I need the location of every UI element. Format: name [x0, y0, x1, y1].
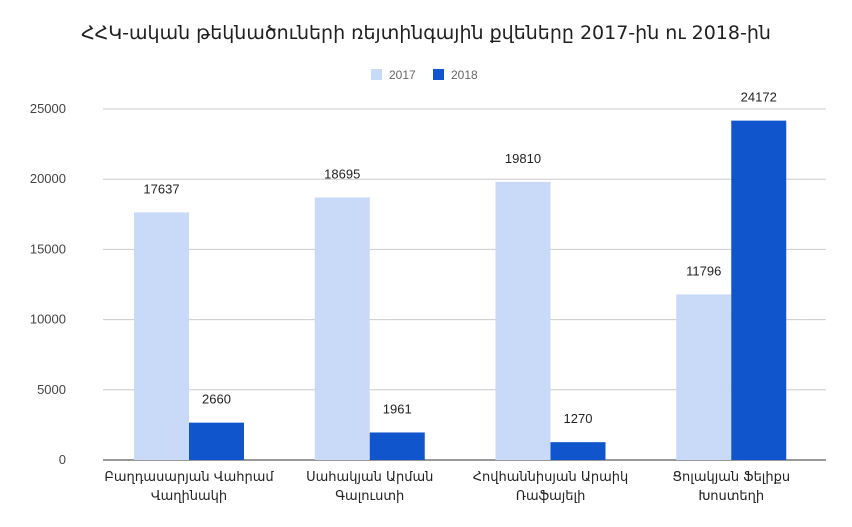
data-label: 2660 — [202, 392, 231, 407]
bar — [314, 197, 370, 460]
y-tick-label: 15000 — [30, 241, 66, 256]
data-label: 24172 — [741, 90, 777, 105]
legend-swatch — [371, 69, 382, 80]
data-label: 11796 — [686, 263, 721, 278]
legend-label: 2017 — [389, 68, 416, 82]
y-tick-label: 20000 — [30, 171, 66, 186]
data-label: 1961 — [383, 401, 412, 416]
x-tick-label: Սահակյան Արման — [306, 470, 433, 485]
x-tick-label: Հովհաննիսյան Արաիկ — [473, 470, 629, 485]
x-tick-label: Խոստեղի — [698, 489, 764, 504]
legend-swatch — [433, 69, 444, 80]
x-tick-label: Գալուստի — [335, 489, 404, 504]
bar — [134, 212, 189, 460]
y-tick-label: 25000 — [30, 101, 66, 116]
x-tick-label: Ռաֆայելի — [516, 489, 586, 504]
bar — [189, 422, 244, 460]
bar — [676, 294, 732, 460]
bar — [369, 432, 425, 460]
y-tick-label: 10000 — [30, 312, 66, 327]
bar — [495, 181, 551, 460]
y-tick-label: 0 — [59, 452, 66, 467]
bar — [550, 442, 606, 460]
x-tick-label: Վաղինակի — [151, 489, 227, 504]
x-tick-label: Բաղդասարյան Վաhրամ — [104, 470, 274, 485]
data-label: 1270 — [564, 411, 593, 426]
y-tick-label: 5000 — [37, 382, 66, 397]
x-tick-label: Ցոլակյան Ֆելիքս — [672, 470, 790, 485]
legend-label: 2018 — [451, 68, 478, 82]
data-label: 18695 — [324, 167, 360, 182]
data-label: 19810 — [505, 151, 541, 166]
chart-title: ՀՀԿ-ական թեկնածուների ռեյտինգային քվեներ… — [81, 22, 771, 44]
bar — [731, 120, 787, 460]
data-label: 17637 — [143, 181, 179, 196]
